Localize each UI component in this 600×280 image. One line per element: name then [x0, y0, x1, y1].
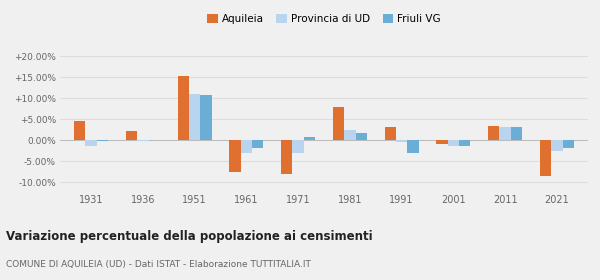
Bar: [229, 140, 241, 171]
Bar: [292, 140, 304, 153]
Bar: [459, 140, 470, 146]
Bar: [97, 140, 108, 141]
Bar: [333, 107, 344, 140]
Legend: Aquileia, Provincia di UD, Friuli VG: Aquileia, Provincia di UD, Friuli VG: [203, 10, 445, 28]
Bar: [189, 94, 200, 140]
Bar: [241, 140, 252, 153]
Bar: [396, 140, 407, 142]
Bar: [488, 126, 499, 140]
Text: Variazione percentuale della popolazione ai censimenti: Variazione percentuale della popolazione…: [6, 230, 373, 242]
Bar: [74, 121, 85, 140]
Bar: [436, 140, 448, 144]
Bar: [551, 140, 563, 151]
Bar: [126, 131, 137, 140]
Bar: [137, 140, 149, 141]
Bar: [356, 133, 367, 140]
Bar: [304, 137, 315, 140]
Bar: [448, 140, 459, 146]
Bar: [563, 140, 574, 148]
Bar: [407, 140, 419, 153]
Bar: [252, 140, 263, 148]
Bar: [281, 140, 292, 174]
Bar: [511, 127, 522, 140]
Bar: [178, 76, 189, 140]
Bar: [540, 140, 551, 176]
Bar: [499, 127, 511, 140]
Bar: [385, 127, 396, 140]
Bar: [200, 95, 212, 140]
Bar: [85, 140, 97, 146]
Text: COMUNE DI AQUILEIA (UD) - Dati ISTAT - Elaborazione TUTTITALIA.IT: COMUNE DI AQUILEIA (UD) - Dati ISTAT - E…: [6, 260, 311, 269]
Bar: [344, 130, 356, 140]
